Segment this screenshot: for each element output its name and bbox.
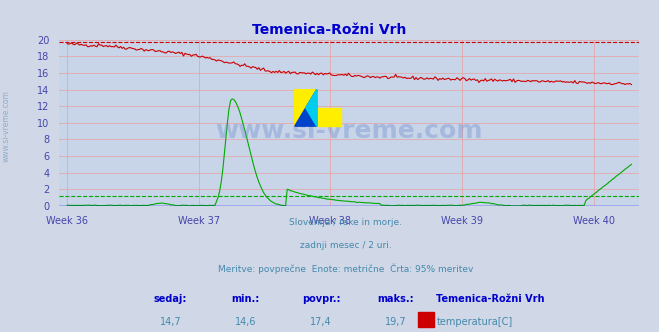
Text: maks.:: maks.: <box>378 294 415 304</box>
Bar <box>318 108 341 126</box>
Text: www.si-vreme.com: www.si-vreme.com <box>2 90 11 162</box>
Text: sedaj:: sedaj: <box>154 294 187 304</box>
Text: Meritve: povprečne  Enote: metrične  Črta: 95% meritev: Meritve: povprečne Enote: metrične Črta:… <box>218 264 474 274</box>
Text: 17,4: 17,4 <box>310 317 331 327</box>
Bar <box>418 312 434 327</box>
Text: Temenica-Rožni Vrh: Temenica-Rožni Vrh <box>252 23 407 37</box>
Text: 14,6: 14,6 <box>235 317 256 327</box>
Polygon shape <box>306 90 317 126</box>
Polygon shape <box>295 90 317 126</box>
Text: 19,7: 19,7 <box>386 317 407 327</box>
Text: Temenica-Rožni Vrh: Temenica-Rožni Vrh <box>436 294 544 304</box>
Text: zadnji mesec / 2 uri.: zadnji mesec / 2 uri. <box>300 241 392 250</box>
Text: povpr.:: povpr.: <box>302 294 340 304</box>
Bar <box>318 108 341 126</box>
Polygon shape <box>295 90 317 126</box>
Text: Slovenija / reke in morje.: Slovenija / reke in morje. <box>289 218 403 227</box>
Text: temperatura[C]: temperatura[C] <box>437 317 513 327</box>
Text: min.:: min.: <box>232 294 260 304</box>
Text: www.si-vreme.com: www.si-vreme.com <box>215 119 483 143</box>
Text: 14,7: 14,7 <box>160 317 181 327</box>
